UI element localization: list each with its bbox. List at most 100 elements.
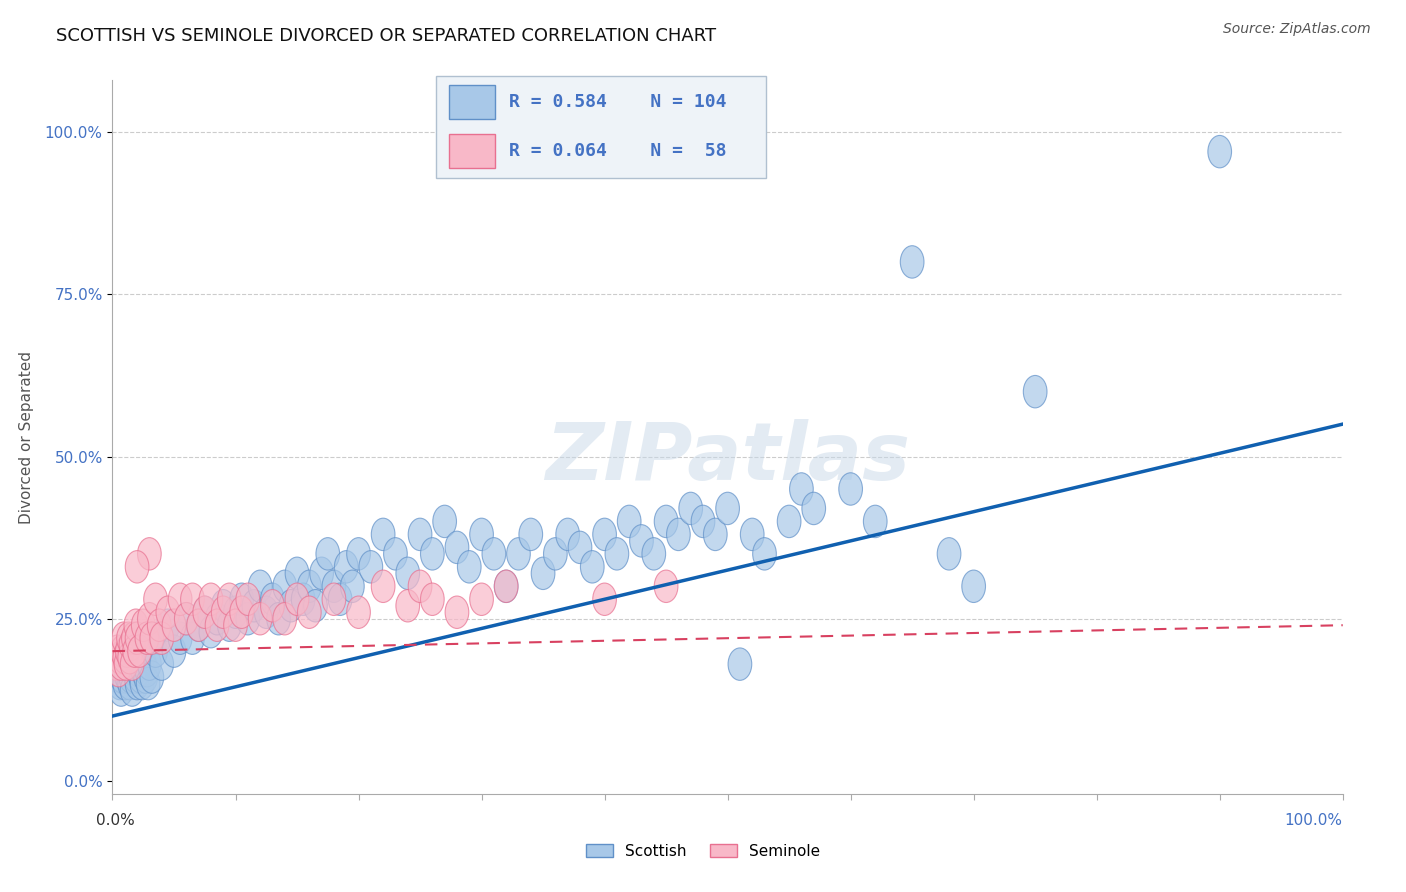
Ellipse shape: [193, 596, 217, 629]
Ellipse shape: [200, 615, 222, 648]
Ellipse shape: [322, 570, 346, 602]
Ellipse shape: [131, 609, 155, 641]
Ellipse shape: [218, 609, 242, 641]
Ellipse shape: [180, 583, 204, 615]
Ellipse shape: [125, 550, 149, 583]
Ellipse shape: [162, 609, 186, 641]
Ellipse shape: [148, 622, 172, 655]
Ellipse shape: [544, 538, 567, 570]
Ellipse shape: [120, 661, 143, 693]
Ellipse shape: [111, 635, 134, 667]
Ellipse shape: [118, 667, 142, 700]
Ellipse shape: [162, 635, 186, 667]
Ellipse shape: [470, 583, 494, 615]
Ellipse shape: [134, 661, 157, 693]
Ellipse shape: [249, 570, 271, 602]
Ellipse shape: [104, 655, 128, 687]
Ellipse shape: [128, 635, 152, 667]
Ellipse shape: [359, 550, 382, 583]
Ellipse shape: [420, 538, 444, 570]
Ellipse shape: [752, 538, 776, 570]
Ellipse shape: [108, 667, 132, 700]
Ellipse shape: [790, 473, 813, 505]
Ellipse shape: [141, 661, 163, 693]
Ellipse shape: [131, 667, 153, 700]
Ellipse shape: [242, 590, 266, 622]
Text: R = 0.064    N =  58: R = 0.064 N = 58: [509, 142, 725, 160]
Ellipse shape: [617, 505, 641, 538]
Ellipse shape: [111, 622, 135, 655]
Ellipse shape: [150, 622, 173, 655]
Ellipse shape: [408, 570, 432, 602]
Ellipse shape: [519, 518, 543, 550]
Ellipse shape: [433, 505, 457, 538]
Ellipse shape: [666, 518, 690, 550]
Ellipse shape: [630, 524, 654, 558]
Ellipse shape: [396, 558, 419, 590]
Ellipse shape: [156, 596, 180, 629]
Ellipse shape: [205, 609, 229, 641]
Ellipse shape: [107, 655, 131, 687]
Ellipse shape: [291, 583, 315, 615]
Ellipse shape: [200, 583, 222, 615]
Ellipse shape: [340, 570, 364, 602]
Ellipse shape: [187, 609, 211, 641]
Ellipse shape: [129, 661, 153, 693]
Ellipse shape: [316, 538, 340, 570]
Ellipse shape: [224, 596, 247, 629]
Ellipse shape: [568, 531, 592, 564]
Text: SCOTTISH VS SEMINOLE DIVORCED OR SEPARATED CORRELATION CHART: SCOTTISH VS SEMINOLE DIVORCED OR SEPARAT…: [56, 27, 717, 45]
Ellipse shape: [654, 570, 678, 602]
Ellipse shape: [384, 538, 408, 570]
Ellipse shape: [716, 492, 740, 524]
Ellipse shape: [863, 505, 887, 538]
Ellipse shape: [169, 583, 193, 615]
Ellipse shape: [304, 590, 328, 622]
Ellipse shape: [531, 558, 555, 590]
Ellipse shape: [249, 602, 271, 635]
Ellipse shape: [260, 583, 284, 615]
Ellipse shape: [115, 635, 139, 667]
Ellipse shape: [482, 538, 506, 570]
Ellipse shape: [446, 596, 468, 629]
Ellipse shape: [125, 622, 149, 655]
Ellipse shape: [122, 655, 146, 687]
Ellipse shape: [555, 518, 579, 550]
Ellipse shape: [236, 583, 260, 615]
Ellipse shape: [962, 570, 986, 602]
Ellipse shape: [111, 655, 135, 687]
Ellipse shape: [150, 648, 173, 681]
Ellipse shape: [180, 622, 204, 655]
Ellipse shape: [125, 667, 149, 700]
Ellipse shape: [778, 505, 801, 538]
Ellipse shape: [114, 648, 138, 681]
Ellipse shape: [105, 648, 129, 681]
Ellipse shape: [156, 609, 180, 641]
Ellipse shape: [420, 583, 444, 615]
Ellipse shape: [236, 602, 260, 635]
Ellipse shape: [692, 505, 714, 538]
Ellipse shape: [254, 596, 278, 629]
Ellipse shape: [138, 538, 162, 570]
Text: 0.0%: 0.0%: [96, 814, 135, 828]
Ellipse shape: [138, 648, 162, 681]
Ellipse shape: [121, 673, 143, 706]
Ellipse shape: [117, 655, 141, 687]
Ellipse shape: [121, 648, 143, 681]
Ellipse shape: [131, 655, 155, 687]
Ellipse shape: [654, 505, 678, 538]
Text: 100.0%: 100.0%: [1285, 814, 1343, 828]
Ellipse shape: [335, 550, 359, 583]
Ellipse shape: [138, 602, 162, 635]
Ellipse shape: [285, 583, 309, 615]
Ellipse shape: [285, 558, 309, 590]
Ellipse shape: [273, 570, 297, 602]
Ellipse shape: [938, 538, 960, 570]
Text: ZIPatlas: ZIPatlas: [546, 419, 910, 498]
Ellipse shape: [605, 538, 628, 570]
Ellipse shape: [110, 648, 134, 681]
Ellipse shape: [193, 596, 217, 629]
Ellipse shape: [120, 629, 143, 661]
Ellipse shape: [298, 596, 321, 629]
Ellipse shape: [593, 583, 616, 615]
